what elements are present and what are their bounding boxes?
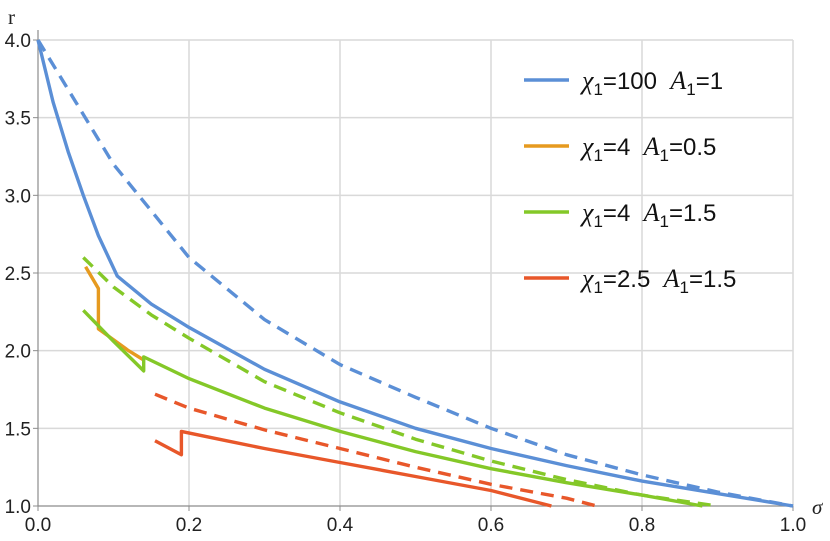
series-line-dashed: [82, 256, 718, 508]
tick-labels: 0.0 0.2 0.4 0.6 0.8 1.0 1.0 1.5 2.0 2.5 3.0 3.5 4.0: [5, 31, 807, 536]
series-line: [84, 265, 145, 362]
series-group: [36, 39, 794, 508]
y-tick-label: 2.0: [5, 342, 31, 363]
grid: [38, 39, 794, 506]
y-axis-label: r: [8, 5, 15, 29]
y-tick-label: 3.0: [5, 186, 31, 207]
x-tick-label: 0.8: [629, 515, 655, 536]
legend-label: χ1=100 A1=1: [579, 66, 723, 99]
x-axis-label: σ: [812, 495, 824, 519]
series-line: [82, 309, 703, 508]
y-tick-label: 4.0: [5, 31, 31, 52]
y-tick-label: 1.5: [5, 419, 31, 440]
axes: [33, 30, 794, 511]
y-tick-label: 1.0: [5, 497, 31, 518]
x-tick-label: 0.0: [25, 515, 51, 536]
legend-label: χ1=4 A1=0.5: [579, 132, 716, 165]
x-tick-label: 0.6: [478, 515, 504, 536]
legend-label: χ1=2.5 A1=1.5: [579, 264, 736, 297]
series-line: [36, 39, 794, 508]
legend-label: χ1=4 A1=1.5: [579, 198, 716, 231]
x-tick-label: 1.0: [780, 515, 806, 536]
y-tick-label: 2.5: [5, 264, 31, 285]
y-tick-label: 3.5: [5, 109, 31, 130]
series-line: [154, 429, 552, 508]
legend: χ1=100 A1=1 χ1=4 A1=0.5 χ1=4 A1=1.5 χ1=2.5 …: [524, 66, 736, 297]
x-tick-label: 0.4: [327, 515, 354, 536]
x-tick-label: 0.2: [176, 515, 202, 536]
series-line-dashed: [36, 39, 794, 508]
series-line-dashed: [154, 392, 598, 508]
